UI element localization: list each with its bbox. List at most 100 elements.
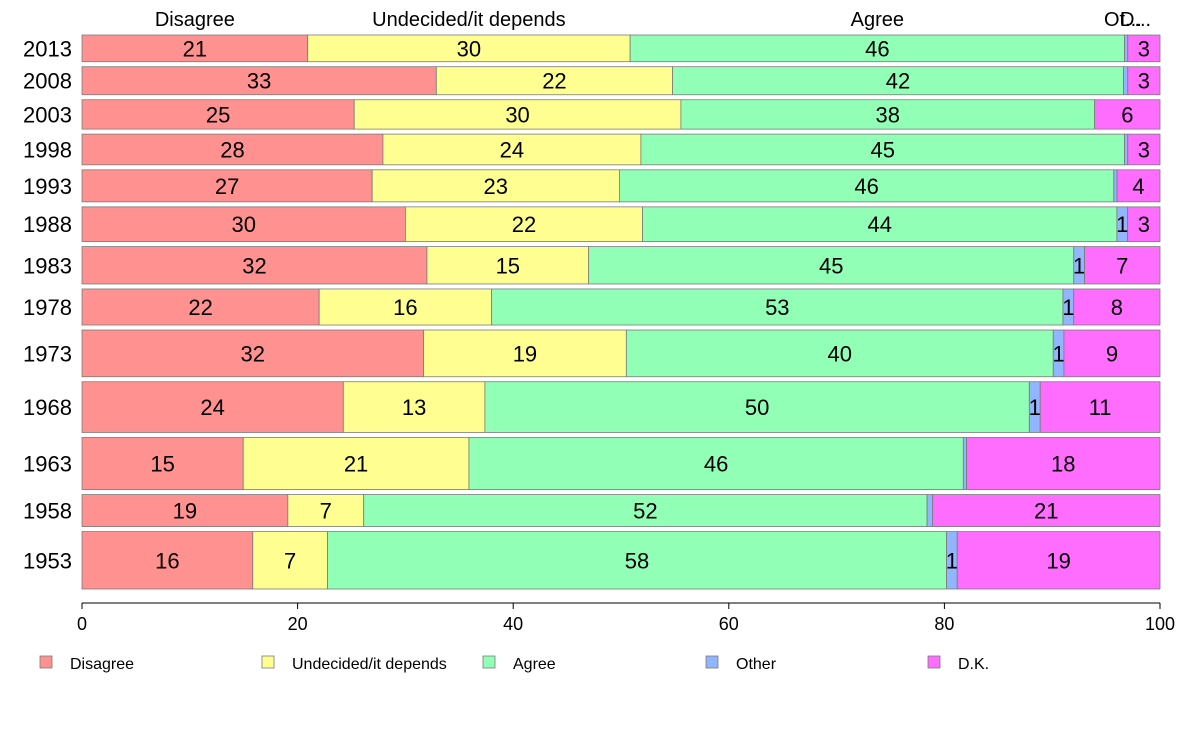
- bar-segment-undecided-it-depends: [242, 437, 470, 490]
- legend-item: Undecided/it depends: [261, 655, 447, 673]
- segment-value-label: 16: [155, 548, 179, 573]
- column-header: Disagree: [155, 9, 235, 31]
- x-tick-label: 80: [934, 614, 954, 634]
- segment-value-label: 7: [284, 548, 296, 573]
- year-label: 1963: [23, 452, 72, 477]
- bar-row: 2008 33 22 42 3: [23, 66, 1161, 96]
- bar-segment-d-k: [1073, 288, 1161, 326]
- bar-segment-undecided-it-depends: [435, 66, 673, 96]
- segment-value-label: 13: [402, 395, 426, 420]
- bar-segment-undecided-it-depends: [371, 169, 620, 203]
- bar-row: 1998 28 24 45 3: [23, 133, 1161, 166]
- segment-value-label: 21: [1034, 499, 1058, 524]
- bar-segment-undecided-it-depends: [426, 246, 590, 285]
- segment-value-label: 40: [828, 341, 852, 366]
- segment-value-label: 4: [1132, 174, 1144, 199]
- bar-segment-disagree: [81, 288, 320, 326]
- x-tick-label: 20: [288, 614, 308, 634]
- bar-segment-disagree: [81, 99, 355, 130]
- segment-value-label: 53: [765, 295, 789, 320]
- legend-swatch: [261, 655, 275, 669]
- bar-segment-disagree: [81, 246, 428, 285]
- bar-segment-other: [1123, 66, 1129, 96]
- bar-row: 2003 25 30 38 6: [23, 99, 1161, 130]
- segment-value-label: 46: [865, 36, 889, 61]
- segment-value-label: 11: [1089, 395, 1112, 420]
- segment-value-label: 1: [1052, 341, 1064, 366]
- segment-value-label: 1: [1029, 395, 1041, 420]
- legend-item: Disagree: [39, 655, 134, 673]
- bar-segment-disagree: [81, 531, 254, 590]
- bar-segment-other: [1124, 34, 1129, 63]
- segment-value-label: 30: [457, 36, 481, 61]
- bar-segment-undecided-it-depends: [307, 34, 631, 63]
- bar-segment-undecided-it-depends: [382, 133, 642, 166]
- segment-value-label: 22: [188, 295, 212, 320]
- bar-segment-undecided-it-depends: [287, 494, 365, 527]
- bar-segment-other: [1113, 169, 1118, 203]
- segment-value-label: 19: [1046, 548, 1070, 573]
- bar-segment-agree: [363, 494, 928, 527]
- bar-segment-undecided-it-depends: [404, 206, 643, 242]
- year-label: 1983: [23, 253, 72, 278]
- segment-value-label: 23: [484, 174, 508, 199]
- segment-value-label: 33: [247, 69, 271, 94]
- bar-segment-agree: [468, 437, 964, 490]
- legend-swatch: [705, 655, 719, 669]
- segment-value-label: 32: [242, 253, 266, 278]
- legend-swatch: [482, 655, 496, 669]
- year-label: 1988: [23, 212, 72, 237]
- bar-segment-agree: [625, 329, 1054, 378]
- segment-value-label: 1: [1062, 295, 1074, 320]
- segment-value-label: 3: [1138, 137, 1150, 162]
- x-tick-label: 40: [503, 614, 523, 634]
- segment-value-label: 46: [704, 452, 728, 477]
- bar-segment-disagree: [81, 329, 424, 378]
- segment-value-label: 45: [870, 137, 894, 162]
- year-label: 1953: [23, 548, 72, 573]
- segment-value-label: 9: [1106, 341, 1118, 366]
- bar-segment-d-k: [1084, 246, 1161, 285]
- bar-segment-disagree: [81, 133, 384, 166]
- segment-value-label: 22: [542, 69, 566, 94]
- bar-row: 2013 21 30 46 3: [23, 34, 1161, 63]
- year-label: 2008: [23, 69, 72, 94]
- segment-value-label: 18: [1051, 452, 1075, 477]
- bar-segment-undecided-it-depends: [318, 288, 493, 326]
- bar-segment-other: [1124, 133, 1129, 166]
- segment-value-label: 3: [1138, 36, 1150, 61]
- bar-segment-d-k: [956, 531, 1161, 590]
- segment-value-label: 28: [220, 137, 244, 162]
- bar-segment-d-k: [1127, 34, 1161, 63]
- year-label: 1958: [23, 499, 72, 524]
- x-tick-label: 0: [77, 614, 87, 634]
- segment-value-label: 21: [344, 452, 368, 477]
- segment-value-label: 52: [633, 499, 657, 524]
- year-label: 1973: [23, 341, 72, 366]
- bar-segment-agree: [640, 133, 1125, 166]
- bar-segment-d-k: [966, 437, 1161, 490]
- bar-segment-d-k: [932, 494, 1161, 527]
- bar-row: 1963 15 21 46 18: [23, 437, 1161, 490]
- bar-row: 1993 27 23 46 4: [23, 169, 1161, 203]
- bar-segment-agree: [484, 381, 1030, 433]
- legend-label: Undecided/it depends: [292, 656, 447, 673]
- bar-segment-undecided-it-depends: [342, 381, 486, 433]
- bar-segment-disagree: [81, 381, 344, 433]
- column-header: D...: [1120, 9, 1151, 31]
- x-axis: 0 20 40 60 80 100: [77, 602, 1175, 634]
- segment-value-label: 1: [946, 548, 958, 573]
- bar-segment-disagree: [81, 437, 244, 490]
- segment-value-label: 15: [150, 452, 174, 477]
- legend-label: Other: [736, 656, 777, 673]
- column-headers: Disagree Undecided/it depends Agree Ot...D.…: [155, 9, 1151, 31]
- legend: Disagree Undecided/it depends Agree Other D.…: [39, 655, 989, 673]
- segment-value-label: 24: [200, 395, 224, 420]
- segment-value-label: 22: [512, 212, 536, 237]
- segment-value-label: 19: [513, 341, 537, 366]
- bar-segment-other: [926, 494, 933, 527]
- segment-value-label: 6: [1121, 102, 1133, 127]
- segment-value-label: 30: [231, 212, 255, 237]
